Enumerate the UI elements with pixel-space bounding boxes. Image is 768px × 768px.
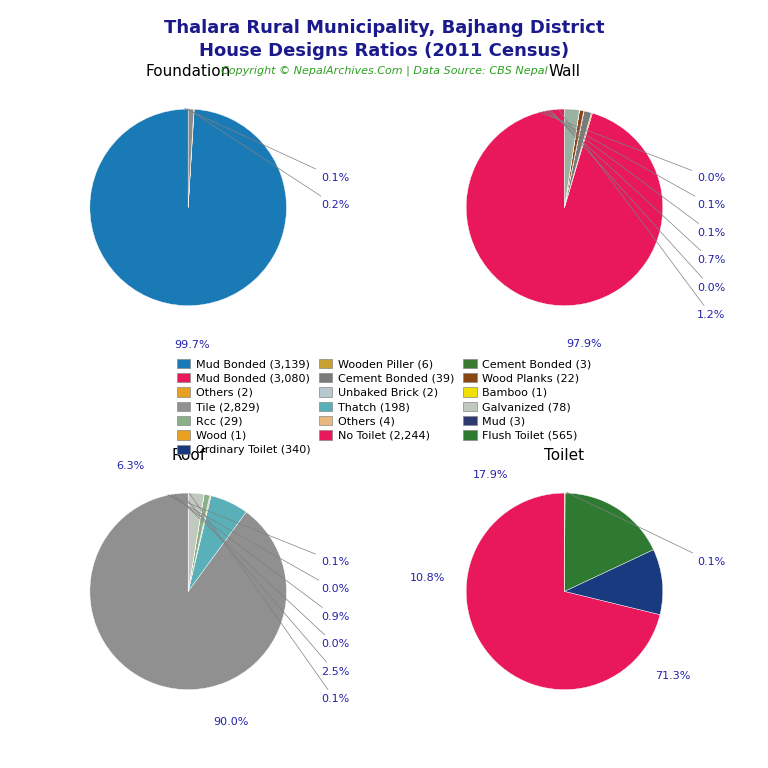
Text: 0.1%: 0.1% [543, 111, 726, 210]
Legend: Mud Bonded (3,139), Mud Bonded (3,080), Others (2), Tile (2,829), Rcc (29), Wood: Mud Bonded (3,139), Mud Bonded (3,080), … [172, 354, 596, 460]
Wedge shape [564, 111, 591, 207]
Text: Copyright © NepalArchives.Com | Data Source: CBS Nepal: Copyright © NepalArchives.Com | Data Sou… [220, 65, 548, 76]
Text: 0.1%: 0.1% [567, 492, 726, 567]
Wedge shape [90, 493, 286, 690]
Text: 10.8%: 10.8% [410, 573, 445, 583]
Text: 0.0%: 0.0% [168, 495, 349, 594]
Text: 0.1%: 0.1% [185, 108, 349, 183]
Text: Thalara Rural Municipality, Bajhang District: Thalara Rural Municipality, Bajhang Dist… [164, 19, 604, 37]
Title: Toilet: Toilet [545, 449, 584, 463]
Wedge shape [564, 113, 592, 207]
Wedge shape [466, 493, 660, 690]
Text: 0.1%: 0.1% [167, 495, 349, 567]
Text: 6.3%: 6.3% [116, 462, 144, 472]
Wedge shape [564, 493, 654, 591]
Text: 2.5%: 2.5% [181, 494, 349, 677]
Wedge shape [564, 111, 584, 207]
Text: 0.7%: 0.7% [549, 111, 726, 266]
Title: Foundation: Foundation [145, 65, 231, 79]
Text: 1.2%: 1.2% [558, 110, 726, 320]
Wedge shape [188, 495, 211, 591]
Wedge shape [188, 109, 194, 207]
Wedge shape [564, 111, 584, 207]
Title: Wall: Wall [548, 65, 581, 79]
Wedge shape [564, 550, 663, 614]
Text: 0.2%: 0.2% [187, 108, 349, 210]
Text: 0.1%: 0.1% [547, 111, 726, 238]
Wedge shape [188, 493, 204, 591]
Text: 0.0%: 0.0% [551, 111, 726, 293]
Text: 90.0%: 90.0% [214, 717, 249, 727]
Wedge shape [564, 110, 580, 207]
Wedge shape [188, 109, 194, 207]
Text: House Designs Ratios (2011 Census): House Designs Ratios (2011 Census) [199, 42, 569, 60]
Text: 97.9%: 97.9% [567, 339, 602, 349]
Text: 0.9%: 0.9% [171, 495, 349, 622]
Text: 17.9%: 17.9% [472, 471, 508, 481]
Wedge shape [188, 495, 210, 591]
Wedge shape [188, 496, 247, 591]
Wedge shape [564, 109, 579, 207]
Text: 0.1%: 0.1% [190, 493, 349, 704]
Wedge shape [188, 495, 204, 591]
Wedge shape [466, 109, 663, 306]
Text: 71.3%: 71.3% [655, 671, 690, 681]
Wedge shape [188, 495, 210, 591]
Text: 0.0%: 0.0% [539, 112, 726, 183]
Text: 99.7%: 99.7% [174, 340, 210, 350]
Wedge shape [90, 109, 286, 306]
Title: Roof: Roof [171, 449, 205, 463]
Text: 0.0%: 0.0% [174, 495, 349, 650]
